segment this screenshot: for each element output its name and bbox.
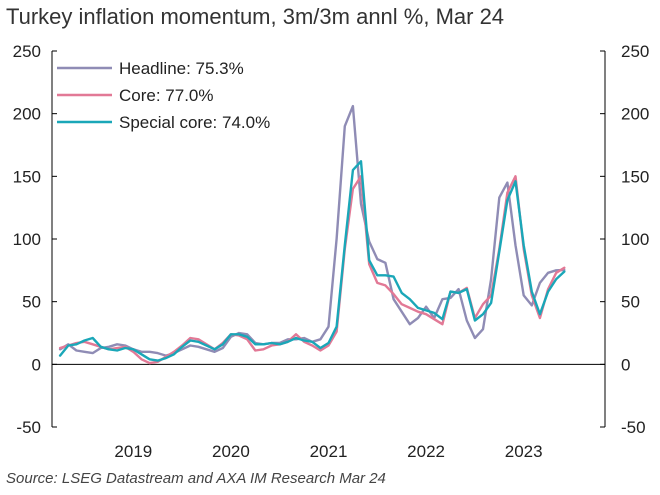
legend-label-2: Core: 77.0%: [119, 86, 214, 105]
year-label-2021: 2021: [310, 442, 348, 461]
year-label-2022: 2022: [407, 442, 445, 461]
left-axis-ticks: -50 0 50 100 150 200 250: [13, 42, 57, 437]
right-tick-label: -50: [621, 418, 646, 437]
right-tick-label: 150: [621, 167, 649, 186]
series-line-1: [58, 104, 566, 357]
series-line-2: [58, 175, 566, 365]
year-label-2023: 2023: [505, 442, 543, 461]
x-axis-year-labels: 2019 2020 2021 2022 2023: [114, 442, 542, 461]
left-tick-label: 150: [13, 167, 41, 186]
left-tick-label: 50: [22, 293, 41, 312]
left-tick-label: 200: [13, 105, 41, 124]
left-tick-label: -50: [16, 418, 41, 437]
right-axis-ticks: -50 0 50 100 150 200 250: [600, 42, 649, 437]
right-tick-label: 200: [621, 105, 649, 124]
left-tick-label: 100: [13, 230, 41, 249]
right-tick-label: 50: [621, 293, 640, 312]
series-lines: [58, 104, 566, 365]
right-tick-label: 0: [621, 355, 630, 374]
chart-title: Turkey inflation momentum, 3m/3m annl %,…: [6, 4, 505, 29]
left-tick-label: 0: [32, 355, 41, 374]
year-label-2020: 2020: [212, 442, 250, 461]
legend-label-1: Headline: 75.3%: [119, 59, 244, 78]
year-label-2019: 2019: [114, 442, 152, 461]
right-tick-label: 250: [621, 42, 649, 61]
series-line-3: [58, 160, 566, 362]
source-note: Source: LSEG Datastream and AXA IM Resea…: [6, 470, 386, 487]
legend: Headline: 75.3% Core: 77.0% Special core: …: [57, 59, 270, 132]
left-tick-label: 250: [13, 42, 41, 61]
legend-label-3: Special core: 74.0%: [119, 113, 270, 132]
right-tick-label: 100: [621, 230, 649, 249]
